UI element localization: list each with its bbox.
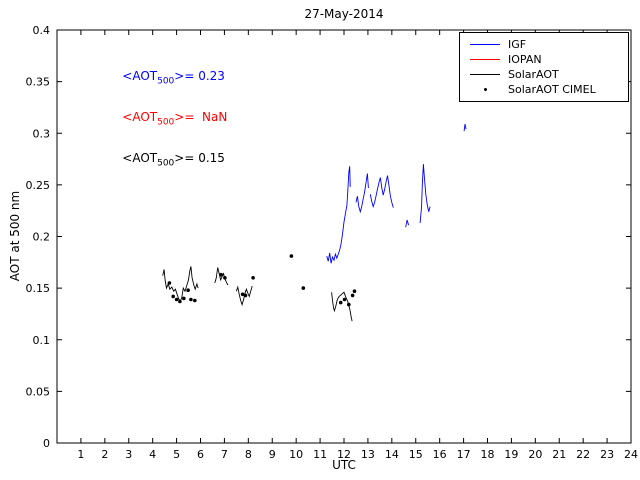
series-point-solaraot-cimel [243, 293, 248, 298]
x-tick-label: 11 [313, 448, 327, 461]
annotation-text: <AOT [122, 69, 158, 83]
series-point-solaraot-cimel [186, 288, 190, 293]
legend-item-solaraot: SolarAOT [460, 67, 628, 82]
series-point-solaraot-cimel [338, 300, 343, 305]
y-tick-label: 0.35 [26, 76, 51, 89]
series-point-solaraot-cimel [219, 272, 223, 277]
annotation-igf-mean: <AOT500>= 0.23 [107, 55, 225, 100]
series-line-igf [326, 166, 351, 264]
x-tick-label: 6 [197, 448, 204, 461]
annotation-subscript: 500 [157, 76, 175, 87]
x-tick-label: 10 [289, 448, 303, 461]
series-line-igf [419, 164, 431, 224]
series-point-solaraot-cimel [223, 276, 227, 280]
x-tick-label: 13 [361, 448, 375, 461]
annotation-text: <AOT [122, 151, 158, 165]
legend-sample [468, 88, 502, 91]
x-tick-label: 9 [269, 448, 276, 461]
solaraot-line-sample [470, 74, 500, 75]
iopan-line-sample [470, 59, 500, 60]
legend-item-iopan: IOPAN [460, 52, 628, 67]
series-point-solaraot-cimel [193, 298, 197, 303]
legend-label-iopan: IOPAN [508, 53, 542, 66]
chart-title: 27-May-2014 [304, 7, 384, 21]
series-point-solaraot-cimel [167, 281, 172, 285]
x-tick-label: 3 [125, 448, 132, 461]
x-tick-label: 17 [457, 448, 471, 461]
series-point-solaraot-cimel [251, 276, 255, 280]
series-point-solaraot-cimel [352, 289, 357, 294]
series-line-igf [369, 175, 394, 209]
series-point-solaraot-cimel [240, 292, 245, 297]
legend-sample [468, 74, 502, 75]
annotation-solaraot-mean: <AOT500>= 0.15 [107, 137, 225, 182]
series-point-solaraot-cimel [182, 296, 186, 301]
x-tick-label: 5 [173, 448, 180, 461]
igf-line-sample [470, 44, 500, 45]
y-tick-label: 0 [43, 437, 50, 450]
series-point-solaraot-cimel [174, 297, 179, 302]
annotation-value: >= NaN [174, 110, 228, 124]
legend-item-solaraot-cimel: SolarAOT CIMEL [460, 82, 628, 97]
series-point-solaraot-cimel [289, 254, 294, 258]
series-line-solaraot [214, 267, 229, 286]
x-tick-label: 21 [552, 448, 566, 461]
legend-sample [468, 44, 502, 45]
x-tick-label: 16 [433, 448, 447, 461]
y-tick-label: 0.25 [26, 179, 51, 192]
series-line-solaraot [162, 266, 199, 303]
x-tick-label: 24 [624, 448, 638, 461]
x-tick-label: 2 [101, 448, 108, 461]
annotation-value: >= 0.15 [174, 151, 225, 165]
series-point-solaraot-cimel [301, 286, 306, 290]
series-point-solaraot-cimel [178, 299, 182, 304]
legend-label-solaraot: SolarAOT [508, 68, 559, 81]
legend: IGF IOPAN SolarAOT SolarAOT CIMEL [459, 32, 629, 102]
y-tick-label: 0.15 [26, 282, 51, 295]
legend-item-igf: IGF [460, 37, 628, 52]
y-tick-label: 0.1 [33, 334, 51, 347]
x-tick-label: 14 [385, 448, 399, 461]
x-tick-label: 22 [576, 448, 590, 461]
x-tick-label: 20 [528, 448, 542, 461]
x-tick-label: 8 [245, 448, 252, 461]
cimel-dot-sample [483, 88, 487, 91]
series-line-solaraot [331, 291, 353, 322]
series-point-solaraot-cimel [350, 293, 355, 298]
legend-label-igf: IGF [508, 38, 527, 51]
series-point-solaraot-cimel [171, 294, 175, 299]
x-tick-label: 4 [149, 448, 156, 461]
x-tick-label: 1 [77, 448, 84, 461]
series-line-igf [405, 219, 410, 228]
y-tick-label: 0.2 [33, 231, 51, 244]
x-tick-label: 19 [504, 448, 518, 461]
x-tick-label: 15 [409, 448, 423, 461]
x-tick-label: 12 [337, 448, 351, 461]
annotation-text: <AOT [122, 110, 158, 124]
annotation-subscript: 500 [157, 158, 175, 169]
x-tick-label: 18 [481, 448, 495, 461]
legend-sample [468, 59, 502, 60]
y-tick-label: 0.4 [33, 24, 51, 37]
legend-label-solaraot-cimel: SolarAOT CIMEL [508, 83, 596, 96]
annotation-iopan-mean: <AOT500>= NaN [107, 96, 227, 141]
x-axis-label: UTC [332, 458, 356, 472]
annotation-value: >= 0.23 [174, 69, 225, 83]
annotation-subscript: 500 [157, 117, 175, 128]
y-tick-label: 0.05 [26, 385, 51, 398]
series-line-igf [355, 173, 369, 214]
series-point-solaraot-cimel [347, 302, 351, 307]
series-line-igf [463, 123, 467, 132]
series-point-solaraot-cimel [342, 297, 347, 302]
series-point-solaraot-cimel [189, 297, 193, 302]
x-tick-label: 7 [221, 448, 228, 461]
x-tick-label: 23 [600, 448, 614, 461]
y-tick-label: 0.3 [33, 127, 51, 140]
